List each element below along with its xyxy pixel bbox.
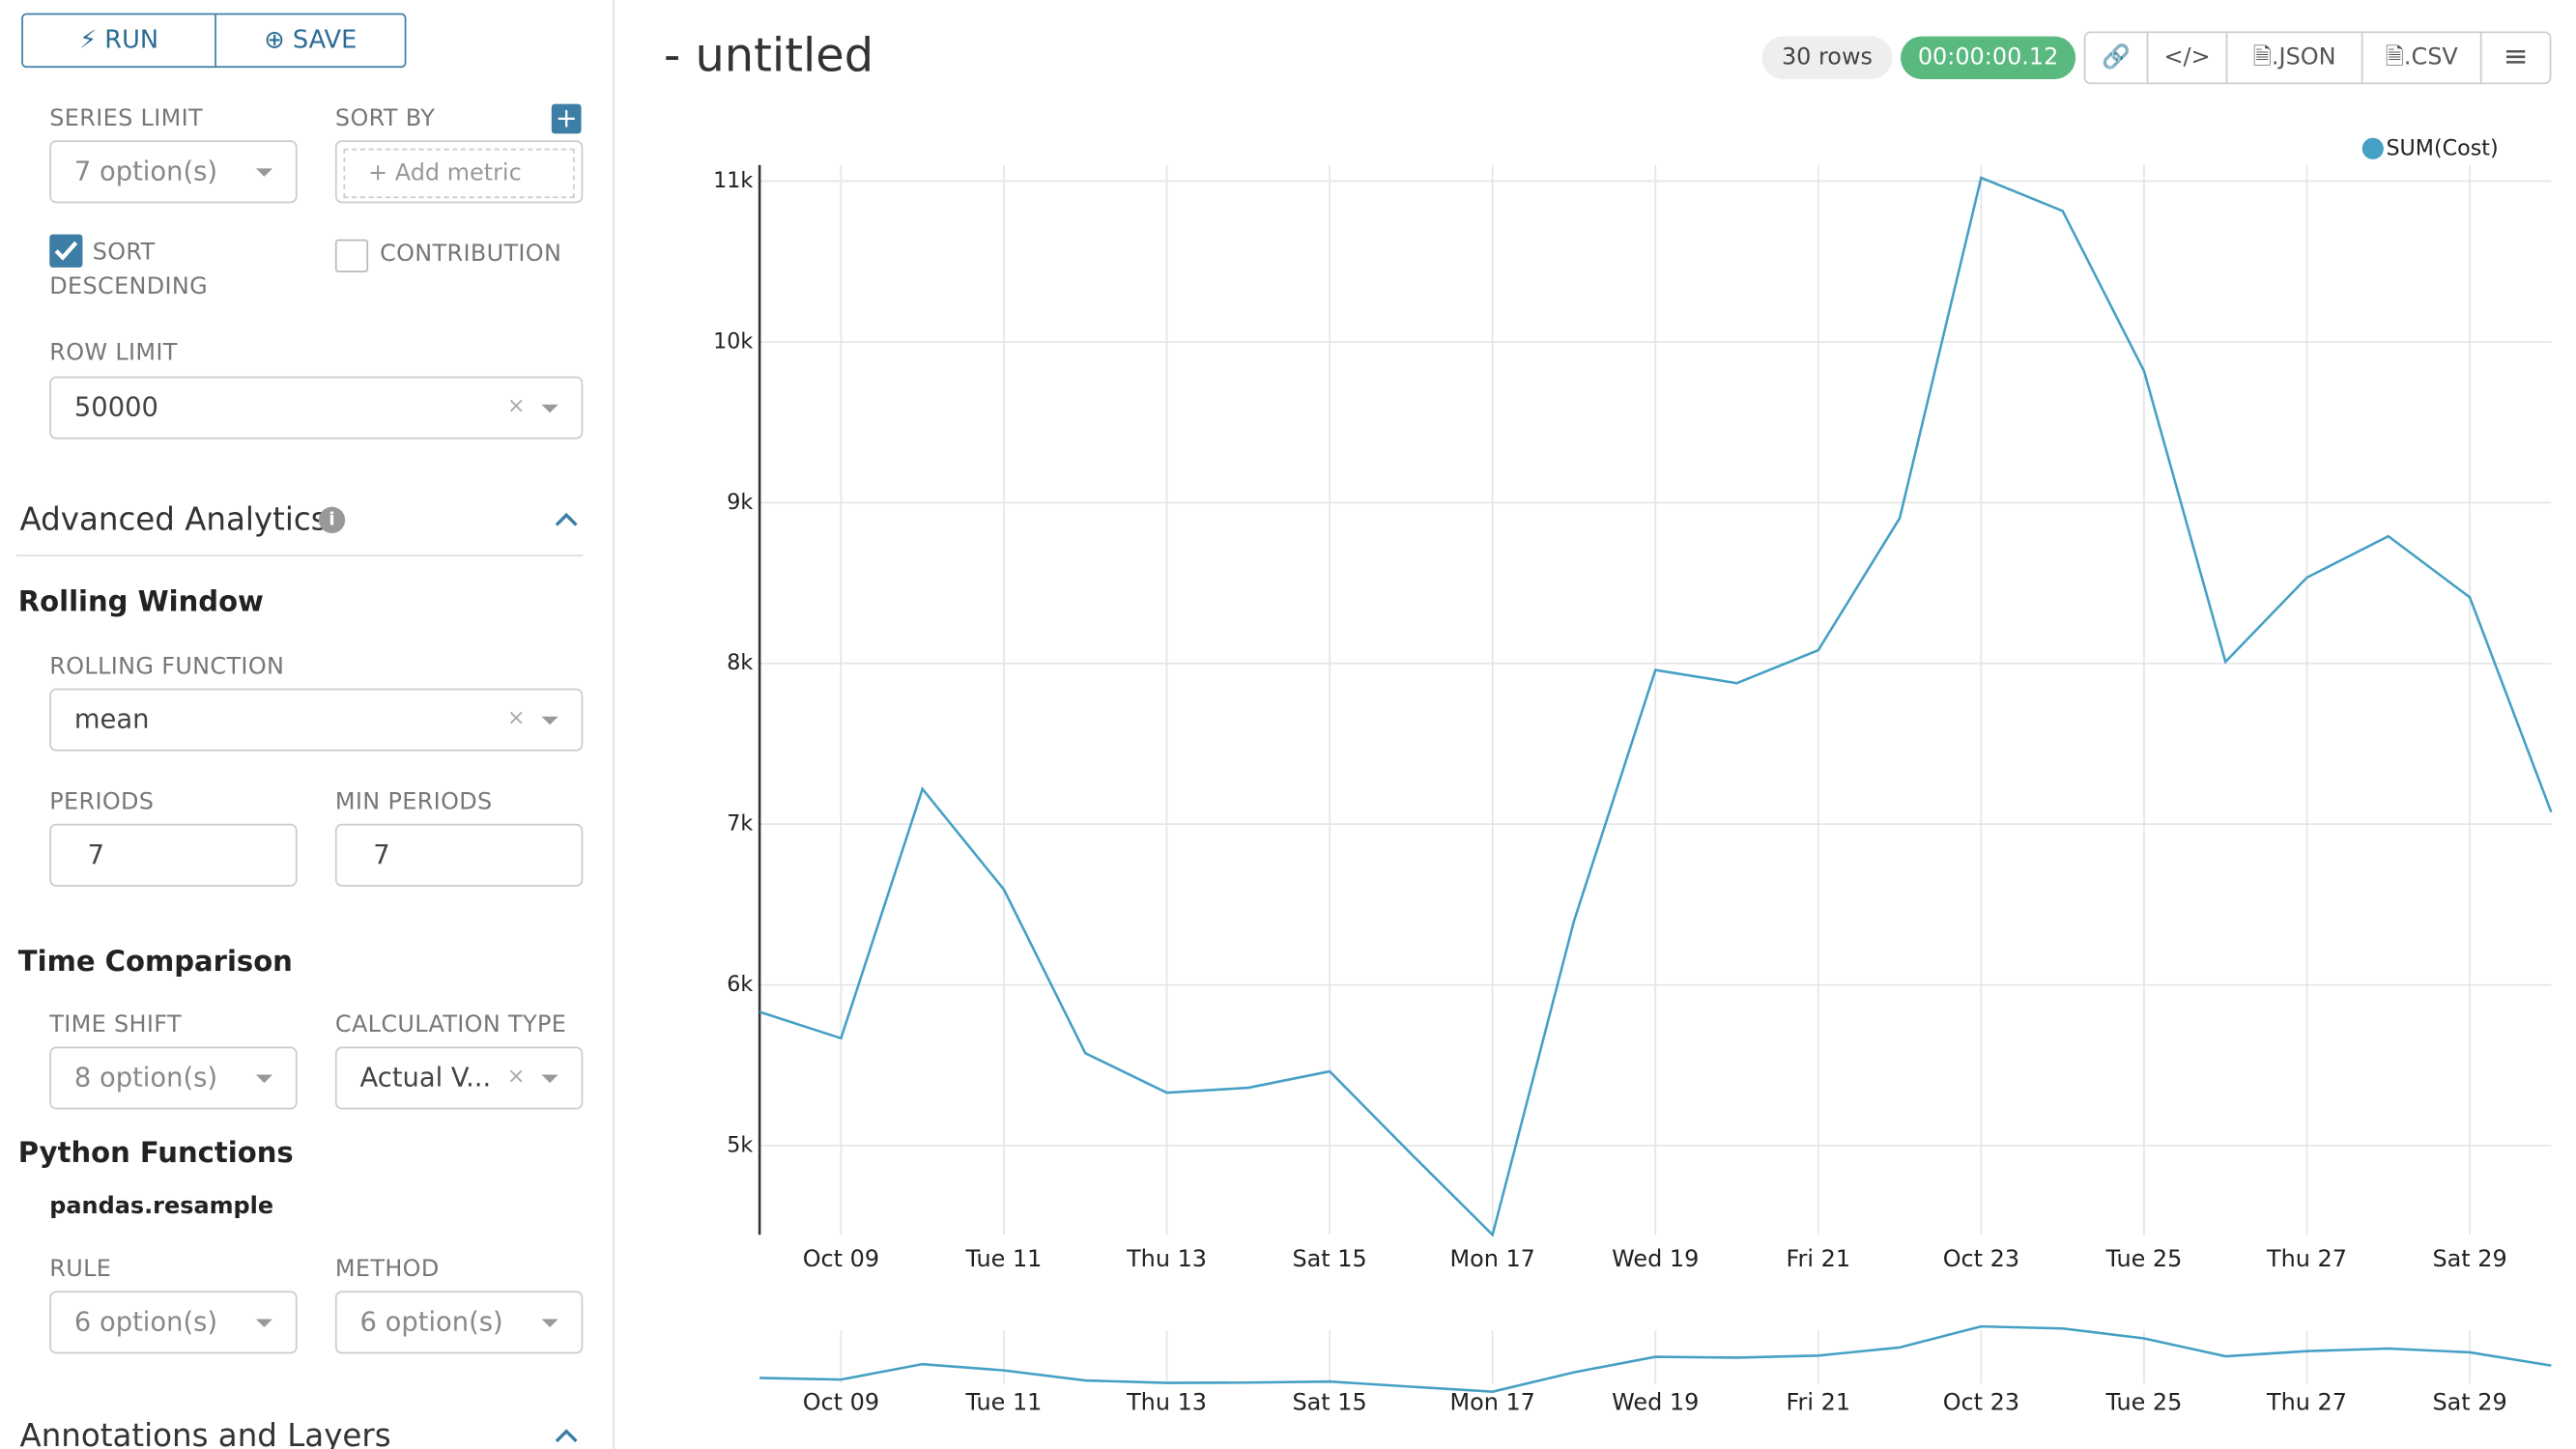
checkbox-label: SORT DESCENDING [49, 239, 209, 301]
legend-label: SUM(Cost) [2386, 135, 2498, 160]
legend-marker [2361, 137, 2384, 159]
sort-descending-checkbox[interactable] [49, 234, 83, 268]
x-tick-label: Tue 11 [965, 1245, 1043, 1272]
subsection-heading: Python Functions [17, 1137, 294, 1171]
brush-tick-label: Sat 29 [2432, 1388, 2506, 1415]
select-value: 7 option(s) [73, 155, 218, 187]
subheading: pandas.resample [49, 1193, 274, 1220]
periods-input[interactable]: 7 [49, 823, 298, 887]
series-line [758, 176, 2553, 1237]
y-tick-label: 8k [727, 650, 753, 675]
select-value: 6 option(s) [359, 1305, 503, 1338]
link-button[interactable]: 🔗 [2083, 31, 2149, 85]
sidebar: ⚡ RUN ⊕ SAVE SERIES LIMIT 7 option(s) SO… [0, 0, 615, 1449]
brush-tick-label: Mon 17 [1449, 1388, 1534, 1415]
add-button[interactable]: + [551, 103, 582, 134]
y-tick-label: 7k [727, 811, 753, 837]
brush-tick-label: Thu 27 [2266, 1388, 2347, 1415]
run-label: RUN [104, 24, 159, 55]
select-value: 8 option(s) [73, 1061, 218, 1094]
button-label: .JSON [2271, 44, 2336, 71]
x-tick-label: Oct 23 [1943, 1245, 2019, 1272]
chart-title: - untitled [664, 28, 874, 83]
field-label: ROW LIMIT [49, 340, 178, 367]
section-title: Annotations and Layers [19, 1418, 391, 1449]
brush-tick-label: Thu 13 [1126, 1388, 1207, 1415]
calculation-type-select[interactable]: Actual V... × [334, 1046, 584, 1110]
divider [16, 554, 584, 556]
subsection-heading: Time Comparison [17, 946, 293, 980]
csv-button[interactable]: 🗎.CSV [2361, 31, 2482, 85]
collapse-icon[interactable] [554, 512, 580, 528]
row-limit-select[interactable]: 50000 × [49, 376, 584, 440]
x-tick-label: Thu 27 [2266, 1245, 2347, 1272]
select-value: Actual V... [359, 1061, 492, 1094]
field-label: PERIODS [49, 788, 155, 816]
brush-line [759, 1324, 2552, 1393]
run-button[interactable]: ⚡ RUN [23, 14, 216, 67]
save-button[interactable]: ⊕ SAVE [264, 24, 358, 55]
placeholder: Add metric [394, 159, 522, 187]
brush-tick-label: Fri 21 [1787, 1388, 1851, 1415]
field-label: MIN PERIODS [334, 788, 493, 816]
y-tick-label: 9k [727, 490, 753, 515]
y-tick-label: 5k [727, 1132, 753, 1157]
select-value: mean [73, 703, 150, 735]
menu-button[interactable]: ≡ [2479, 31, 2552, 85]
series-limit-select[interactable]: 7 option(s) [49, 140, 298, 204]
field-label: SORT BY [334, 105, 436, 132]
brush-tick-label: Tue 25 [2105, 1388, 2183, 1415]
y-tick-label: 6k [727, 972, 753, 997]
brush-tick-label: Sat 15 [1292, 1388, 1366, 1415]
section-title: Advanced Analytics [19, 501, 328, 539]
select-value: 50000 [73, 391, 158, 423]
field-label: SERIES LIMIT [49, 105, 203, 132]
x-tick-label: Sat 15 [1292, 1245, 1366, 1272]
run-save-group: ⚡ RUN ⊕ SAVE [21, 13, 407, 69]
brush-tick-label: Tue 11 [965, 1388, 1043, 1415]
sort-by-input[interactable]: + Add metric [334, 140, 584, 204]
brush-tick-label: Oct 09 [803, 1388, 879, 1415]
field-label: TIME SHIFT [49, 1011, 182, 1038]
y-tick-label: 10k [713, 328, 753, 354]
x-tick-label: Fri 21 [1787, 1245, 1851, 1272]
chart: 5k 6k 7k 8k 9k 10k 11k Oct 09 Oct 09 Tue 11 Tue 11… [713, 135, 2553, 1415]
info-icon[interactable]: i [318, 506, 346, 533]
method-select[interactable]: 6 option(s) [334, 1291, 584, 1354]
input-value: 7 [87, 838, 104, 870]
field-label: METHOD [334, 1256, 440, 1283]
rolling-function-select[interactable]: mean × [49, 688, 584, 752]
collapse-icon[interactable] [554, 1428, 580, 1444]
min-periods-input[interactable]: 7 [334, 823, 584, 887]
select-value: 6 option(s) [73, 1305, 218, 1338]
json-button[interactable]: 🗎.JSON [2225, 31, 2363, 85]
input-value: 7 [373, 838, 390, 870]
x-tick-label: Mon 17 [1449, 1245, 1534, 1272]
rule-select[interactable]: 6 option(s) [49, 1291, 298, 1354]
contribution-checkbox[interactable] [334, 239, 369, 272]
check-mark [54, 241, 78, 261]
subsection-heading: Rolling Window [17, 585, 264, 619]
time-shift-select[interactable]: 8 option(s) [49, 1046, 298, 1110]
brush-tick-label: Wed 19 [1612, 1388, 1699, 1415]
field-label: ROLLING FUNCTION [49, 653, 285, 681]
button-label: .CSV [2403, 44, 2458, 71]
save-label: SAVE [292, 24, 358, 55]
x-tick-label: Wed 19 [1612, 1245, 1699, 1272]
x-tick-label: Oct 09 [803, 1245, 879, 1272]
x-tick-label: Sat 29 [2432, 1245, 2506, 1272]
field-label: RULE [49, 1256, 112, 1283]
field-label: CALCULATION TYPE [334, 1011, 567, 1038]
embed-button[interactable]: </> [2146, 31, 2228, 85]
checkbox-label: CONTRIBUTION [380, 241, 562, 268]
duration-badge: 00:00:00.12 [1901, 36, 2076, 80]
y-tick-label: 11k [713, 168, 753, 193]
brush-tick-label: Oct 23 [1943, 1388, 2019, 1415]
x-tick-label: Thu 13 [1126, 1245, 1207, 1272]
row-count-badge: 30 rows [1761, 36, 1893, 80]
x-tick-label: Tue 25 [2105, 1245, 2183, 1272]
